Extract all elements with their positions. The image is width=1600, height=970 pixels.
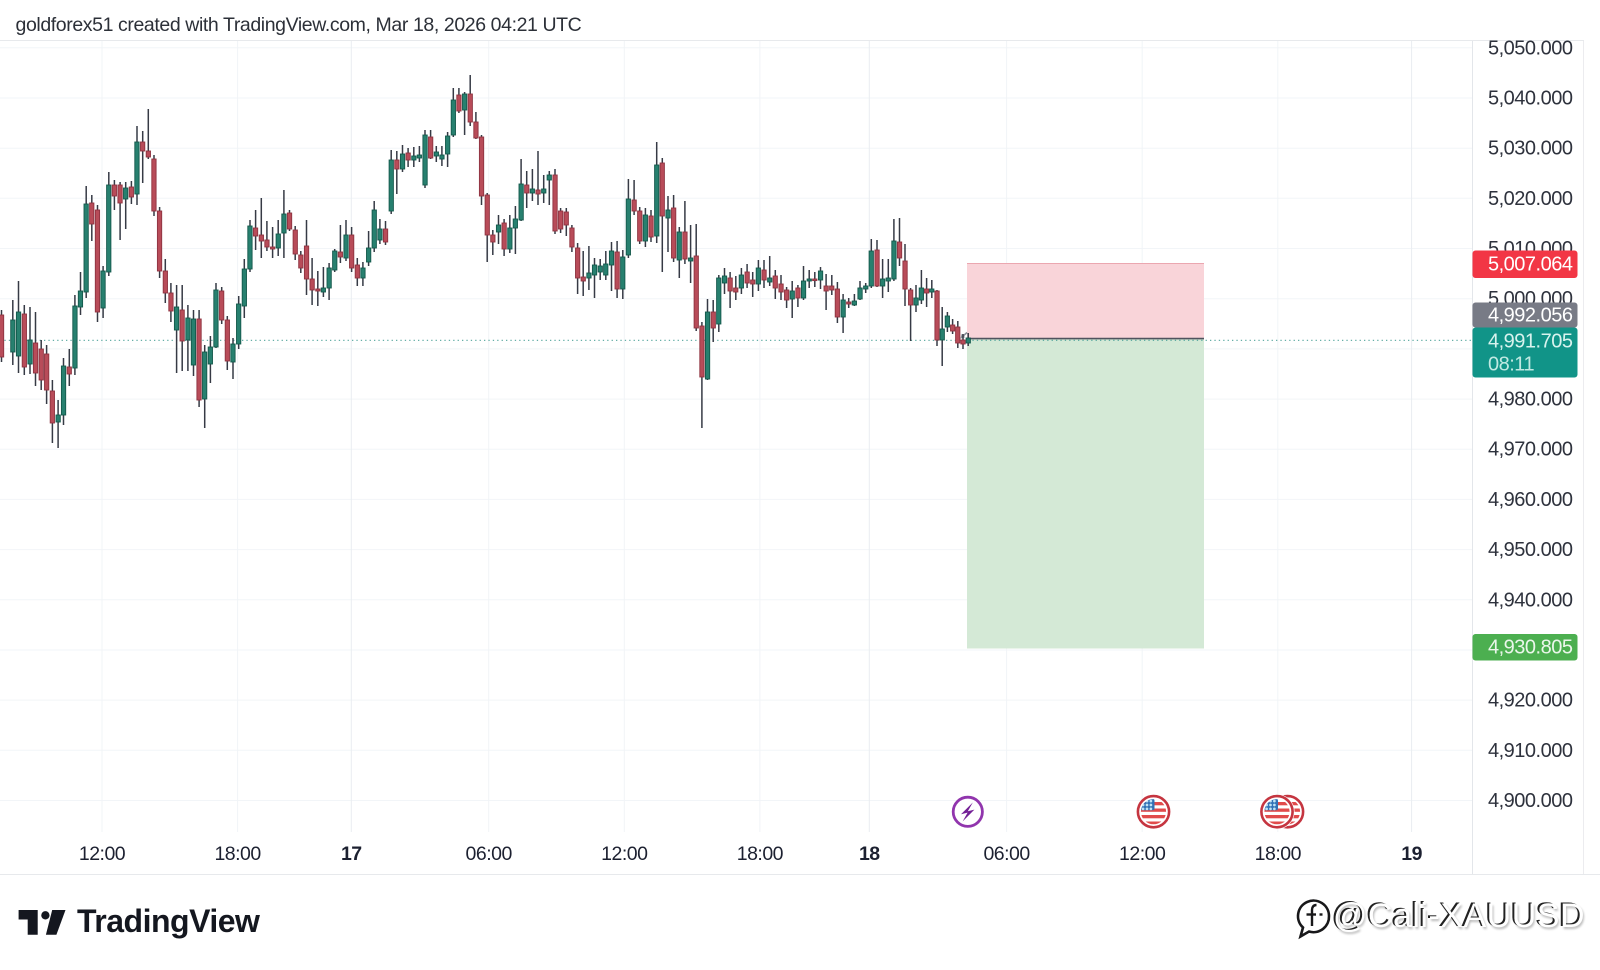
svg-text:4,930.805: 4,930.805 (1488, 637, 1573, 659)
svg-text:12:00: 12:00 (1119, 843, 1166, 865)
svg-text:17: 17 (341, 843, 362, 865)
svg-text:5,040.000: 5,040.000 (1488, 88, 1573, 110)
svg-text:18: 18 (859, 843, 880, 865)
svg-text:4,960.000: 4,960.000 (1488, 489, 1573, 511)
svg-text:19: 19 (1401, 843, 1422, 865)
svg-text:4,980.000: 4,980.000 (1488, 389, 1573, 411)
svg-text:12:00: 12:00 (601, 843, 648, 865)
svg-text:18:00: 18:00 (737, 843, 784, 865)
svg-text:4,920.000: 4,920.000 (1488, 690, 1573, 712)
svg-text:4,910.000: 4,910.000 (1488, 740, 1573, 762)
svg-text:4,991.705: 4,991.705 (1488, 331, 1573, 353)
svg-text:5,030.000: 5,030.000 (1488, 138, 1573, 160)
svg-text:goldforex51 created with Tradi: goldforex51 created with TradingView.com… (16, 14, 582, 36)
svg-text:5,020.000: 5,020.000 (1488, 188, 1573, 210)
svg-text:TradingView: TradingView (77, 903, 260, 939)
svg-text:18:00: 18:00 (1255, 843, 1302, 865)
svg-text:4,900.000: 4,900.000 (1488, 790, 1573, 812)
svg-text:4,970.000: 4,970.000 (1488, 439, 1573, 461)
svg-text:5,007.064: 5,007.064 (1488, 254, 1573, 276)
svg-text:4,950.000: 4,950.000 (1488, 539, 1573, 561)
svg-text:12:00: 12:00 (79, 843, 126, 865)
svg-text:4,992.056: 4,992.056 (1488, 305, 1573, 327)
svg-text:5,050.000: 5,050.000 (1488, 37, 1573, 59)
svg-text:06:00: 06:00 (983, 843, 1030, 865)
svg-text:08:11: 08:11 (1488, 354, 1534, 376)
svg-text:4,940.000: 4,940.000 (1488, 589, 1573, 611)
svg-text:18:00: 18:00 (214, 843, 261, 865)
svg-text:06:00: 06:00 (466, 843, 513, 865)
